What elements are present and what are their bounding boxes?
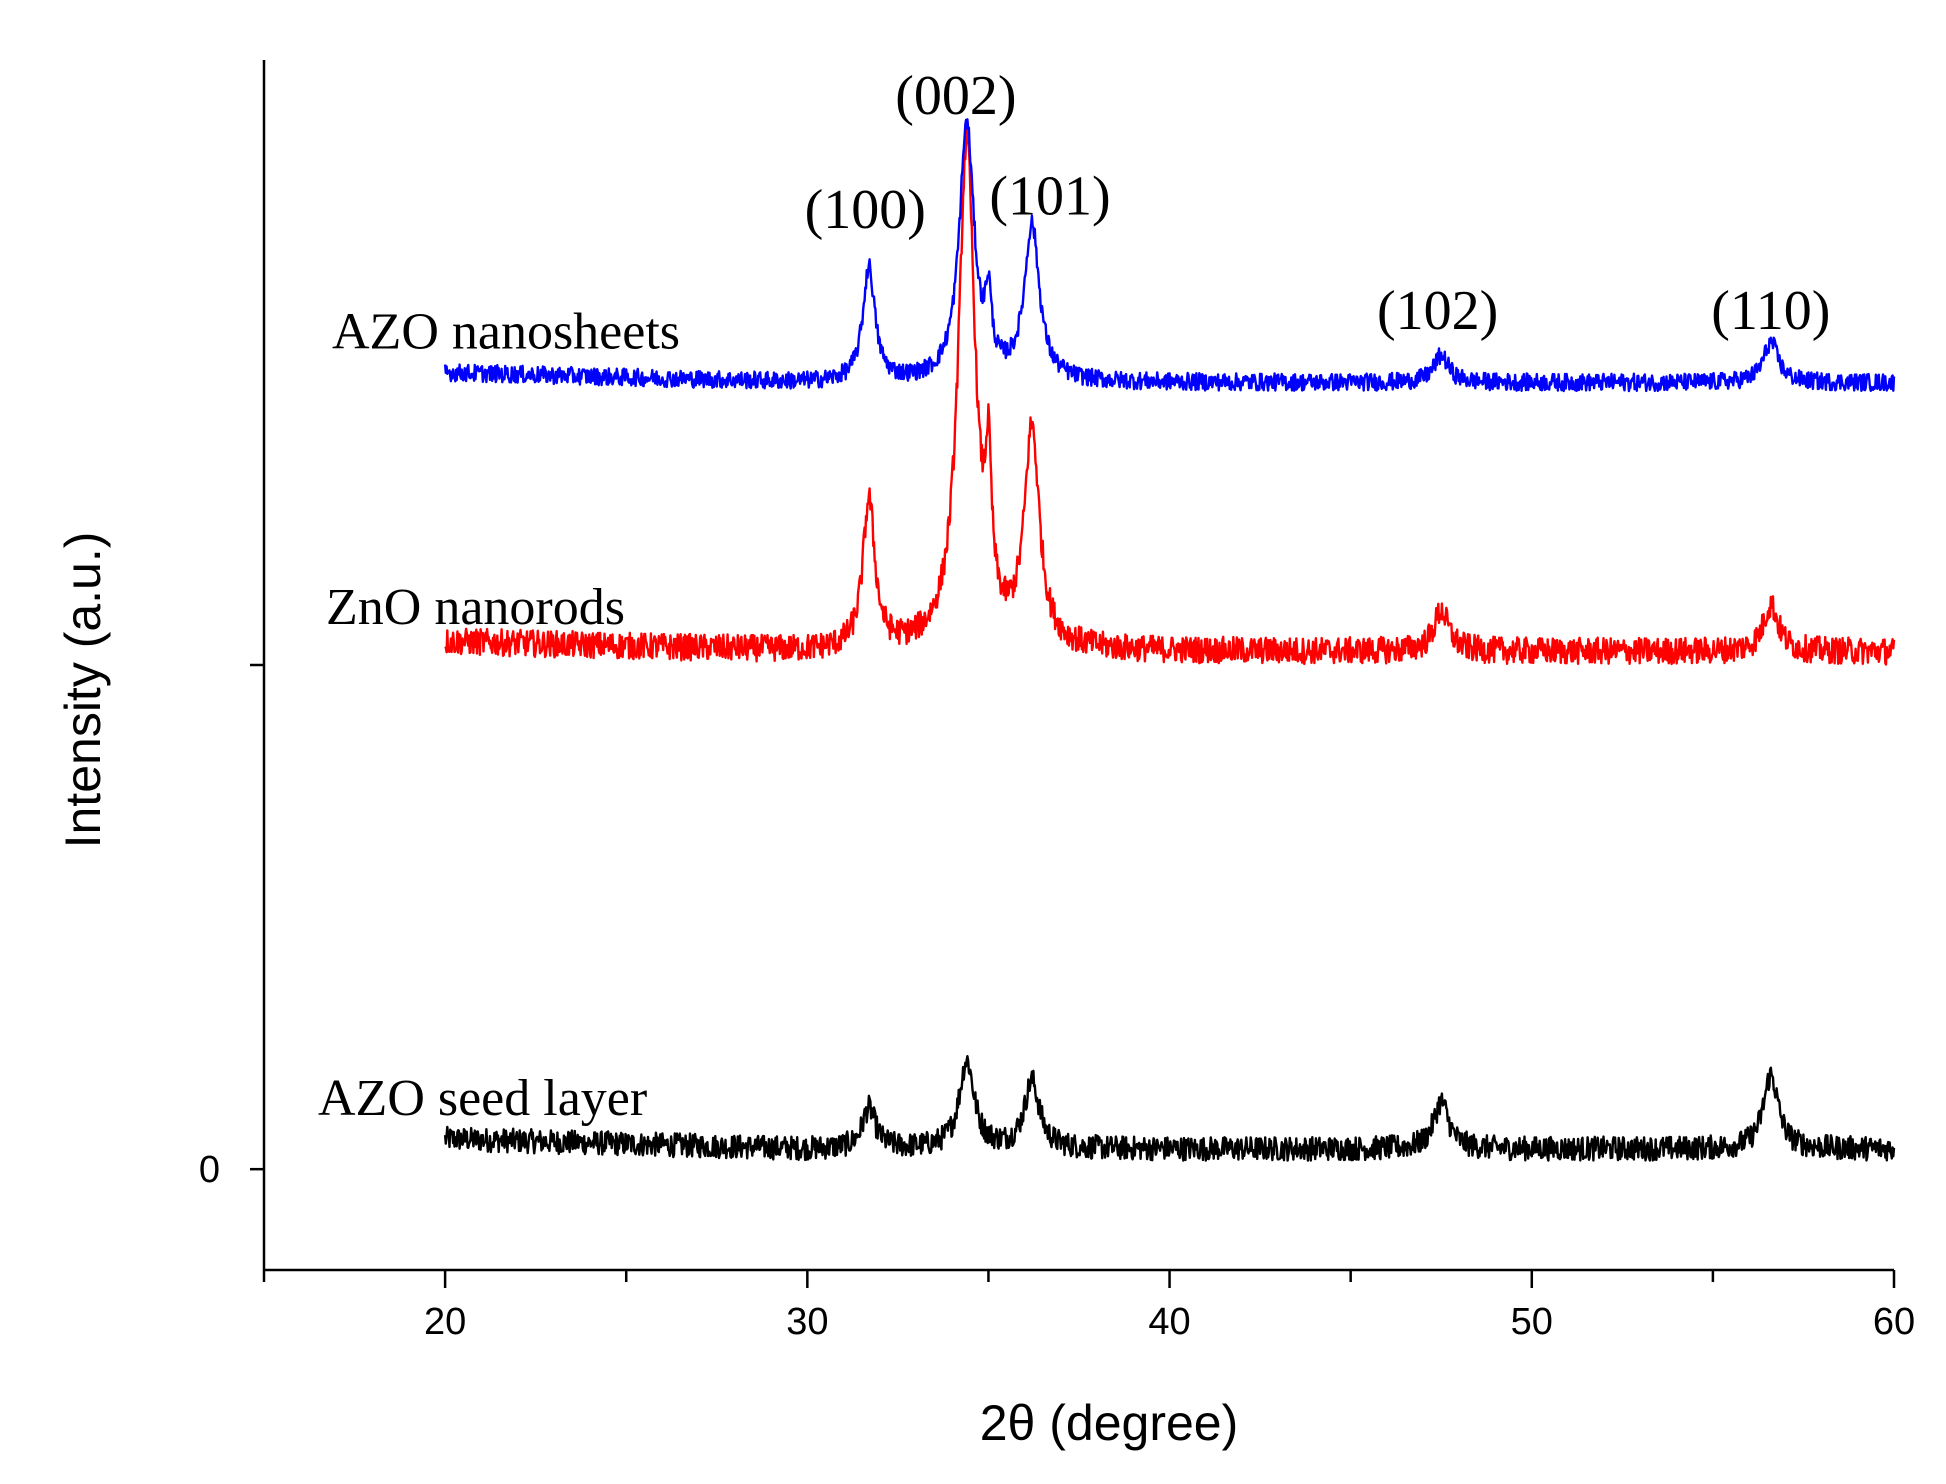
x-tick-label: 40 xyxy=(1148,1301,1190,1343)
peak-annotation: (002) xyxy=(895,65,1016,127)
series-label: ZnO nanorods xyxy=(326,579,625,636)
series-trace-zno-nanorods xyxy=(444,125,1896,666)
x-axis-ticks: 20 30 40 50 60 xyxy=(262,1270,1915,1343)
series-label: AZO seed layer xyxy=(318,1070,647,1127)
y-axis-ticks: 0 xyxy=(199,663,264,1191)
x-tick-label: 30 xyxy=(786,1301,828,1343)
x-axis-title: 2θ (degree) xyxy=(980,1395,1239,1451)
x-tick-label: 60 xyxy=(1873,1301,1915,1343)
series-trace-azo-nanosheets xyxy=(443,118,1896,393)
series-label-group: AZO nanosheets ZnO nanorods AZO seed layer xyxy=(318,304,680,1127)
series-trace-azo-seed-layer xyxy=(443,1054,1896,1162)
peak-annotation: (100) xyxy=(805,179,926,241)
trace-group xyxy=(443,118,1896,1162)
peak-label-group: (100) (002) (101) (102) (110) xyxy=(805,65,1831,342)
series-label: AZO nanosheets xyxy=(332,304,680,361)
peak-annotation: (101) xyxy=(989,166,1110,228)
y-axis-title: Intensity (a.u.) xyxy=(55,532,111,849)
y-tick-label: 0 xyxy=(199,1149,220,1191)
peak-annotation: (110) xyxy=(1711,280,1830,342)
x-tick-label: 50 xyxy=(1511,1301,1553,1343)
peak-annotation: (102) xyxy=(1377,280,1498,342)
x-tick-label: 20 xyxy=(424,1301,466,1343)
